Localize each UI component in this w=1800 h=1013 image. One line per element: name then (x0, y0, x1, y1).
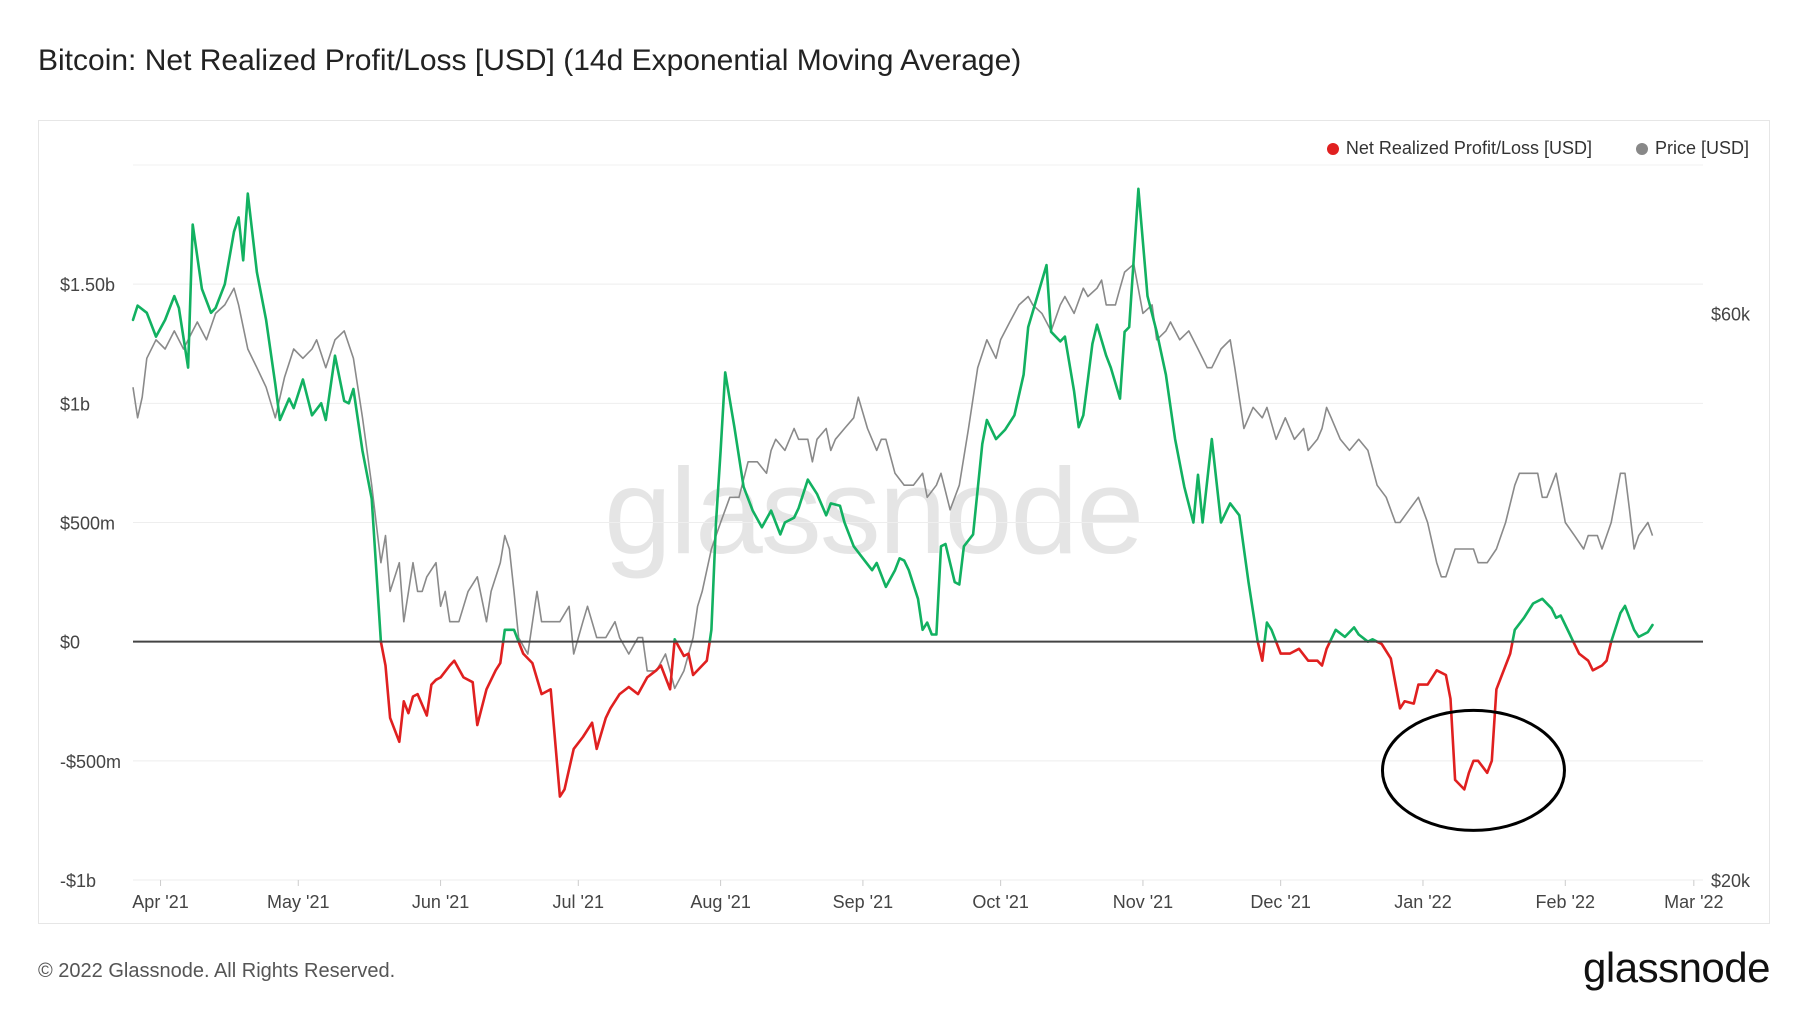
annotation-layer (1380, 708, 1566, 832)
pnl-profit-segment (1328, 626, 1379, 644)
legend-item-price[interactable]: Price [USD] (1635, 138, 1749, 159)
legend-dot-net-realized-pnl (1326, 142, 1339, 155)
legend-dot-price (1635, 142, 1648, 155)
pnl-loss-segment (674, 640, 712, 677)
y-left-tick-label: $1.50b (60, 275, 115, 295)
pnl-loss-segment (1274, 640, 1332, 667)
pnl-profit-segment (1511, 597, 1575, 644)
pnl-loss-segment (1375, 640, 1514, 791)
y-right-axis-labels: $60k $20k (1711, 304, 1751, 891)
y-left-tick-label: $0 (60, 633, 80, 653)
glassnode-logo[interactable]: glassnode (1583, 944, 1770, 991)
x-tick-label: Jul '21 (553, 892, 604, 912)
x-tick-label: Mar '22 (1664, 892, 1723, 912)
chart-title: Bitcoin: Net Realized Profit/Loss [USD] … (38, 44, 1022, 77)
x-tick-label: Jun '21 (412, 892, 469, 912)
x-tick-label: Aug '21 (690, 892, 751, 912)
legend: Net Realized Profit/Loss [USD] Price [US… (1326, 138, 1749, 159)
y-left-tick-label: -$500m (60, 752, 121, 772)
y-left-axis-labels: $1.50b $1b $500m $0 -$500m -$1b (60, 275, 121, 891)
watermark: glassnode (604, 443, 1142, 579)
x-tick-label: Apr '21 (132, 892, 188, 912)
x-tick-label: May '21 (267, 892, 329, 912)
annotation-ellipse (1380, 708, 1566, 832)
pnl-profit-segment (1263, 621, 1278, 644)
pnl-profit-segment (708, 187, 1259, 644)
y-right-tick-label: $20k (1711, 871, 1751, 891)
legend-item-net-realized-pnl[interactable]: Net Realized Profit/Loss [USD] (1326, 138, 1592, 159)
x-tick-label: Sep '21 (833, 892, 894, 912)
y-left-tick-label: $500m (60, 514, 115, 534)
grid-lines (133, 164, 1703, 881)
x-axis-labels: Apr '21 May '21 Jun '21 Jul '21 Aug '21 Sep '… (132, 880, 1724, 912)
pnl-loss-segment (1256, 640, 1266, 663)
x-tick-label: Dec '21 (1250, 892, 1310, 912)
price-line (132, 263, 1654, 690)
pnl-profit-segment (131, 192, 383, 644)
pnl-profit-segment (1609, 604, 1654, 644)
x-tick-label: Oct '21 (972, 892, 1028, 912)
y-left-tick-label: -$1b (60, 871, 96, 891)
x-tick-label: Nov '21 (1113, 892, 1173, 912)
legend-label-net-realized-pnl: Net Realized Profit/Loss [USD] (1345, 138, 1592, 158)
net-realized-pnl-series (131, 187, 1654, 798)
legend-label-price: Price [USD] (1654, 138, 1749, 158)
x-tick-label: Jan '22 (1394, 892, 1451, 912)
copyright-footer: © 2022 Glassnode. All Rights Reserved. (38, 960, 396, 982)
pnl-loss-segment (379, 640, 505, 744)
price-series (132, 263, 1654, 690)
x-tick-label: Feb '22 (1536, 892, 1595, 912)
pnl-loss-segment (517, 640, 676, 798)
y-left-tick-label: $1b (60, 394, 90, 414)
chart-frame (38, 120, 1770, 924)
y-right-tick-label: $60k (1711, 304, 1751, 324)
pnl-loss-segment (1572, 640, 1613, 672)
pnl-profit-segment (501, 628, 520, 644)
